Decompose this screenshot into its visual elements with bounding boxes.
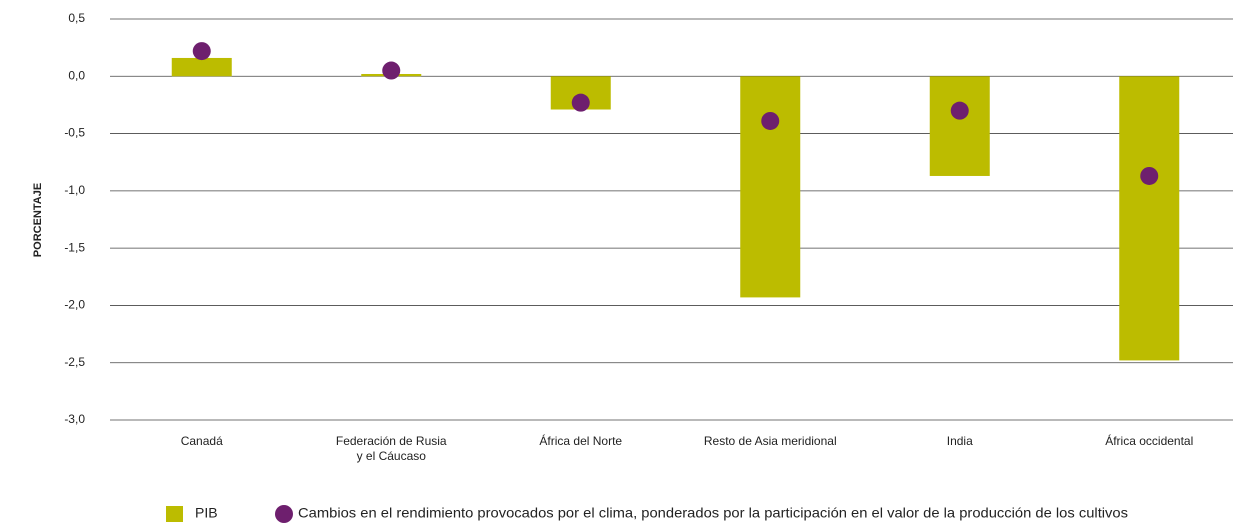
- dot: [950, 101, 969, 120]
- bar: [1119, 76, 1180, 361]
- bar: [740, 76, 801, 298]
- dot: [761, 111, 780, 130]
- x-tick-label: África del Norte: [539, 433, 622, 448]
- x-tick-label: Resto de Asia meridional: [704, 434, 837, 448]
- dot: [192, 42, 211, 61]
- y-tick-label: -2,0: [64, 298, 85, 312]
- x-tick-label: India: [947, 434, 973, 448]
- y-tick-label: -1,5: [64, 240, 85, 254]
- legend-label: Cambios en el rendimiento provocados por…: [298, 505, 1128, 521]
- y-tick-label: -3,0: [64, 412, 85, 426]
- x-tick-label: Federación de Rusia y el Cáucaso: [336, 434, 447, 463]
- x-tick-label: África occidental: [1105, 433, 1193, 448]
- y-tick-label: -0,5: [64, 126, 85, 140]
- y-tick-label: -2,5: [64, 355, 85, 369]
- legend-swatch: [275, 505, 293, 523]
- legend-swatch: [166, 506, 183, 522]
- x-tick-label: Canadá: [181, 434, 223, 448]
- bar: [929, 76, 990, 176]
- dot: [382, 61, 401, 80]
- y-tick-label: 0,5: [68, 11, 85, 25]
- y-tick-label: 0,0: [68, 68, 85, 82]
- dot: [1140, 166, 1159, 185]
- bar: [171, 57, 232, 77]
- y-tick-label: -1,0: [64, 183, 85, 197]
- y-axis-label: PORCENTAJE: [32, 183, 44, 257]
- legend-label: PIB: [195, 505, 218, 521]
- dot: [571, 93, 590, 112]
